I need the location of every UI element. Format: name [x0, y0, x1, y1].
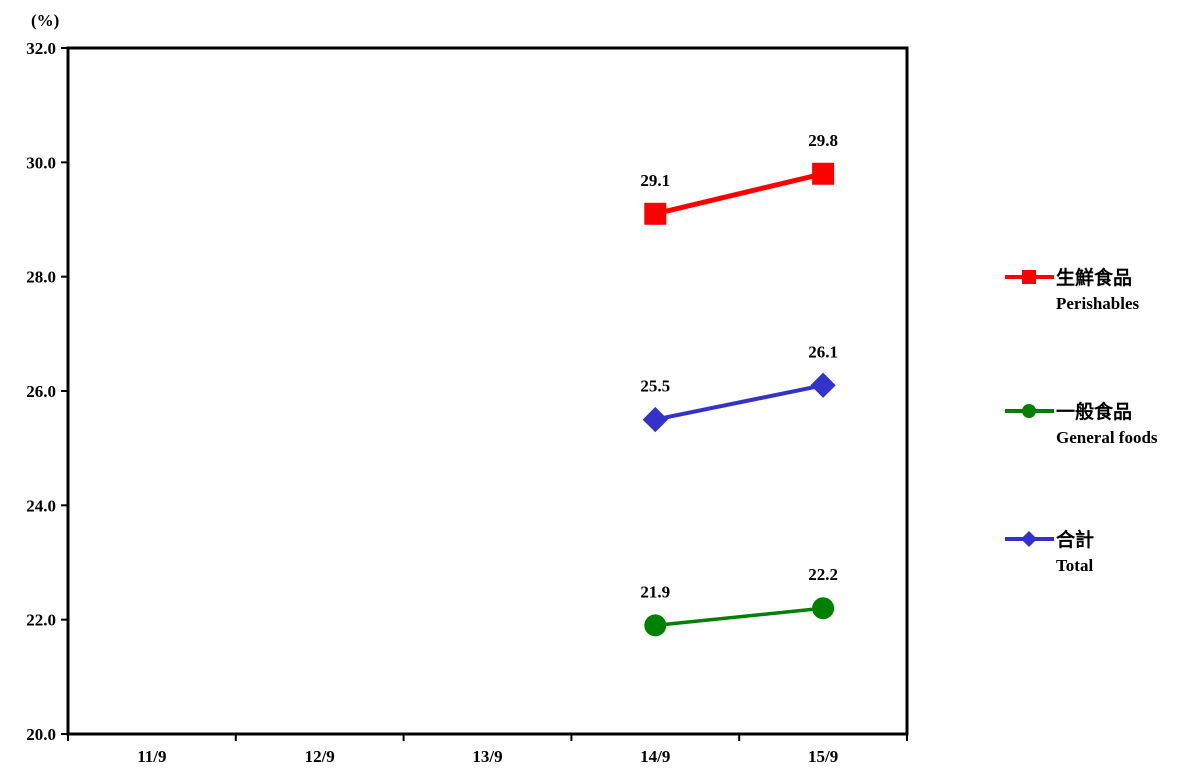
y-tick-label: 32.0: [26, 39, 56, 58]
series-line: [655, 606, 824, 628]
legend-label: 生鮮食品: [1056, 266, 1132, 289]
x-tick-label: 11/9: [137, 747, 166, 766]
data-point-circle: [812, 597, 835, 620]
y-axis: 20.0 22.0 24.0 26.0 28.0 30.0 32.0: [26, 39, 68, 744]
legend-label: 一般食品: [1056, 400, 1132, 423]
y-tick-label: 22.0: [26, 611, 56, 630]
legend-marker-circle: [1022, 404, 1036, 418]
data-point-square: [812, 162, 835, 185]
series-layer: 29.1 29.8 21.9 22.2 25.5 26.1: [640, 131, 838, 637]
data-label: 25.5: [640, 377, 670, 396]
y-tick-label: 26.0: [26, 382, 56, 401]
x-tick-label: 14/9: [640, 747, 670, 766]
data-point-diamond: [810, 372, 836, 398]
data-label: 21.9: [640, 582, 670, 601]
legend-item-general-foods: 一般食品 General foods: [1005, 400, 1158, 447]
data-point-diamond: [642, 406, 668, 433]
x-tick-label: 15/9: [808, 747, 838, 766]
legend-label-en: Perishables: [1056, 294, 1139, 313]
legend-label-en: Total: [1056, 556, 1093, 575]
legend: 生鮮食品 Perishables 一般食品 General foods 合計 Total: [1005, 266, 1158, 575]
legend-marker-square: [1022, 270, 1036, 284]
y-tick-label: 24.0: [26, 496, 56, 515]
x-tick-label: 13/9: [472, 747, 502, 766]
series-line: [654, 171, 824, 217]
data-label: 22.2: [808, 565, 838, 584]
x-tick-label: 12/9: [305, 747, 335, 766]
y-tick-label: 28.0: [26, 268, 56, 287]
legend-label-en: General foods: [1056, 428, 1158, 447]
legend-label: 合計: [1056, 528, 1094, 551]
x-axis: 11/9 12/9 13/9 14/9 15/9: [67, 734, 908, 766]
data-label: 29.8: [808, 131, 838, 150]
legend-item-total: 合計 Total: [1005, 528, 1094, 575]
y-unit-label: (%): [31, 11, 59, 30]
data-label: 29.1: [640, 171, 670, 190]
data-point-square: [644, 202, 667, 225]
data-label: 26.1: [808, 342, 838, 361]
data-point-circle: [644, 614, 667, 637]
legend-marker-diamond: [1020, 530, 1038, 548]
y-tick-label: 30.0: [26, 153, 56, 172]
y-tick-label: 20.0: [26, 725, 56, 744]
legend-item-perishables: 生鮮食品 Perishables: [1005, 266, 1139, 313]
series-total: 25.5 26.1: [640, 342, 838, 433]
series-general-foods: 21.9 22.2: [640, 565, 838, 637]
plot-area: [66, 46, 909, 736]
series-line: [654, 383, 824, 422]
series-perishables: 29.1 29.8: [640, 131, 838, 225]
